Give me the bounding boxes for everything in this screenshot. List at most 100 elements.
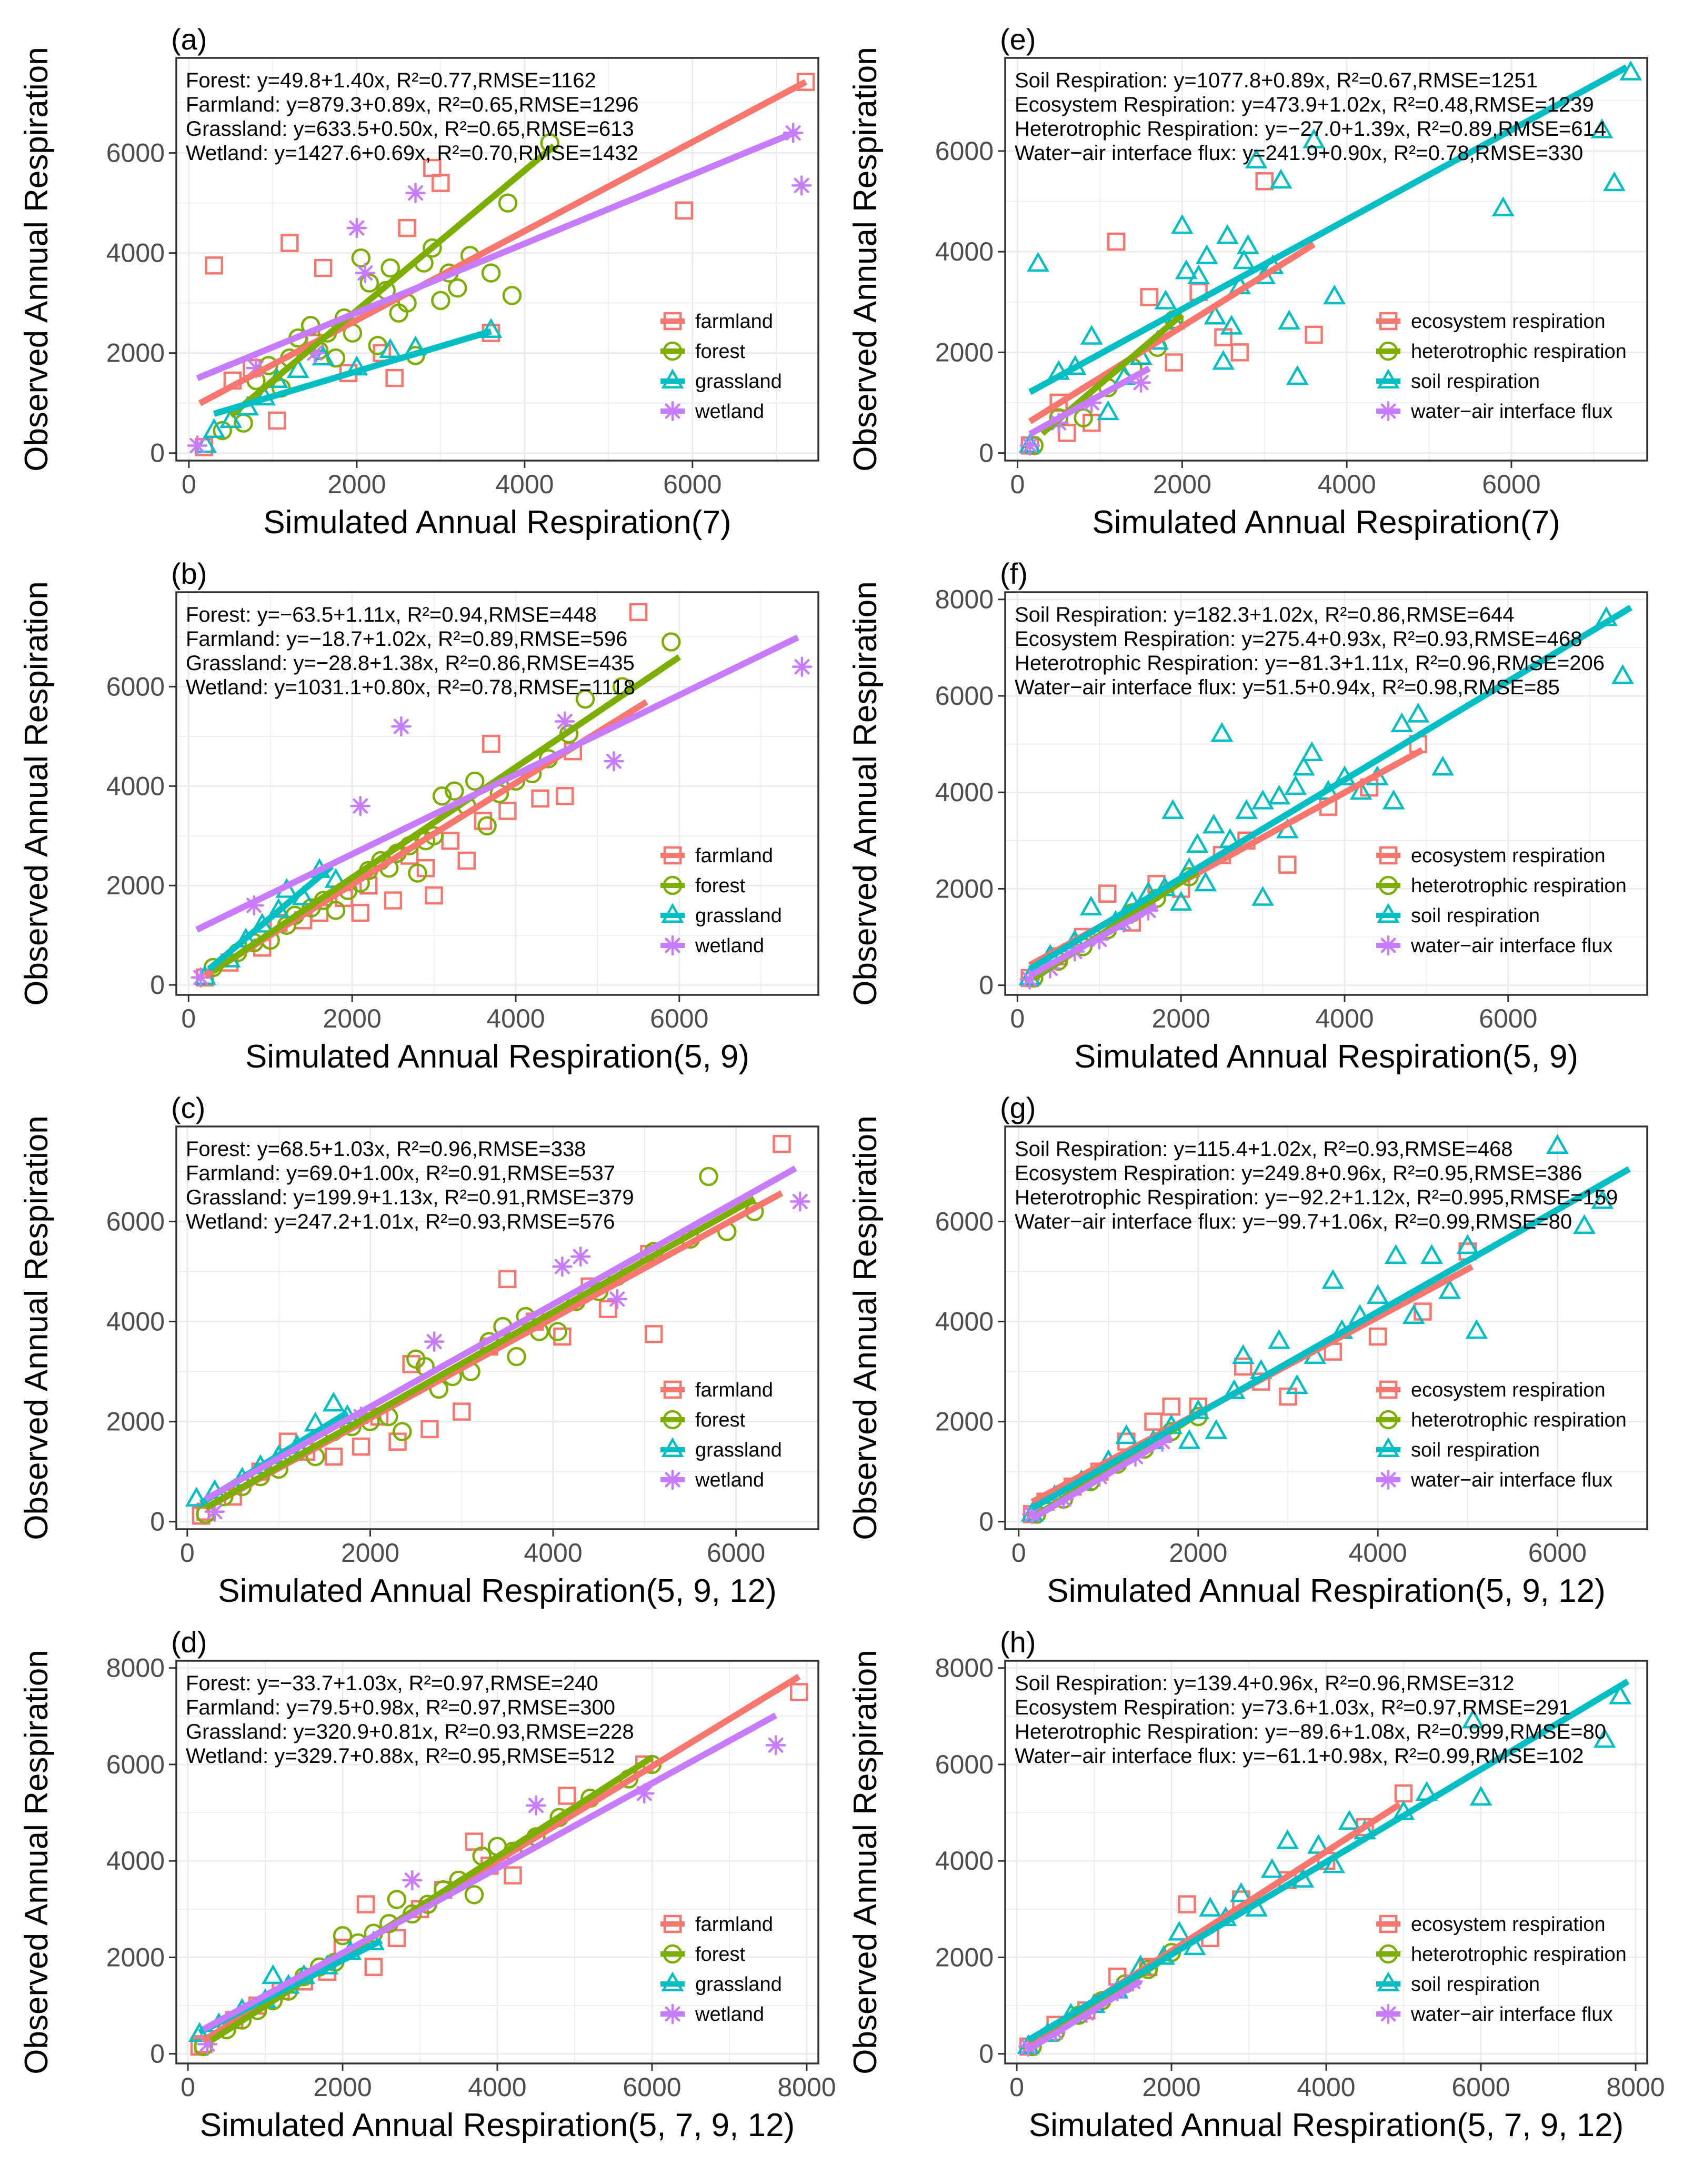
data-point — [387, 1890, 407, 1909]
data-point — [402, 1870, 423, 1891]
data-point — [1573, 1214, 1596, 1234]
data-point — [452, 1402, 471, 1421]
data-point — [1305, 325, 1323, 344]
data-point — [465, 1832, 484, 1851]
data-point — [1420, 1244, 1443, 1264]
equation-text: Ecosystem Respiration: y=473.9+1.02x, R²… — [1015, 93, 1594, 116]
legend-label: water−air interface flux — [1410, 2003, 1612, 2026]
data-point — [1461, 1708, 1485, 1729]
panel-border — [1004, 57, 1648, 462]
legend-item: ecosystem respiration — [1376, 311, 1606, 333]
regression-line — [1028, 903, 1158, 979]
data-point — [432, 174, 450, 192]
data-point — [504, 1866, 522, 1884]
regression-line — [1027, 1678, 1630, 2043]
data-point — [1234, 1357, 1253, 1376]
data-point — [1611, 664, 1634, 684]
legend-item: soil respiration — [1376, 1437, 1540, 1461]
legend-key-marker — [662, 2003, 683, 2025]
data-point — [1245, 148, 1268, 169]
legend-key-marker — [661, 368, 684, 389]
x-tick-label: 0 — [181, 1004, 196, 1033]
y-tick-label: 2000 — [106, 338, 165, 368]
data-point — [1382, 789, 1405, 810]
data-point — [1140, 287, 1158, 306]
data-point — [420, 1420, 439, 1439]
x-tick-label: 0 — [1011, 1538, 1026, 1568]
x-tick-label: 2000 — [327, 470, 386, 499]
data-point — [1286, 1374, 1308, 1394]
x-tick-label: 4000 — [468, 2072, 526, 2102]
legend-key-marker — [1377, 1437, 1400, 1458]
regression-line — [1030, 1433, 1173, 1522]
legend-item: wetland — [660, 1469, 764, 1491]
data-point — [1279, 1387, 1297, 1406]
data-point — [1230, 343, 1249, 362]
y-tick-label: 6000 — [935, 681, 994, 711]
data-point — [1220, 315, 1243, 335]
data-point — [1465, 1319, 1488, 1339]
data-point — [1269, 168, 1293, 189]
data-point — [1080, 325, 1103, 345]
equation-text: Forest: y=49.8+1.40x, R²=0.77,RMSE=1162 — [186, 69, 596, 92]
x-tick-label: 0 — [1009, 2072, 1024, 2102]
data-point — [1323, 1853, 1346, 1873]
legend-key-marker — [663, 1944, 683, 1964]
y-tick-label: 0 — [150, 970, 165, 1000]
legend-label: wetland — [695, 401, 764, 423]
data-point — [346, 217, 367, 238]
y-tick-label: 0 — [150, 438, 165, 468]
data-point — [352, 1437, 370, 1456]
legend-key-marker — [1378, 1410, 1398, 1430]
data-point — [553, 1327, 572, 1346]
legend-label: water−air interface flux — [1410, 935, 1612, 957]
data-point — [1019, 969, 1040, 990]
data-point — [1231, 1344, 1255, 1364]
data-point — [1251, 789, 1274, 810]
regression-line — [211, 654, 682, 974]
equation-text: Heterotrophic Respiration: y=−27.0+1.39x… — [1015, 117, 1606, 141]
legend-item: heterotrophic respiration — [1376, 875, 1627, 897]
equation-text: Forest: y=68.5+1.03x, R²=0.96,RMSE=338 — [186, 1138, 586, 1161]
legend-key-marker — [1378, 341, 1398, 361]
y-tick-label: 2000 — [935, 337, 994, 367]
data-point — [203, 418, 226, 438]
x-tick-label: 4000 — [1297, 2072, 1355, 2102]
legend-item: water−air interface flux — [1376, 2003, 1612, 2026]
data-point — [1216, 224, 1239, 244]
panel-border — [175, 1125, 819, 1530]
data-point — [1390, 712, 1414, 732]
data-point — [498, 802, 517, 820]
regression-line — [1028, 604, 1633, 972]
legend-item: farmland — [660, 845, 773, 867]
legend-label: water−air interface flux — [1410, 401, 1612, 423]
regression-line — [1028, 64, 1628, 395]
equation-text: Grassland: y=199.9+1.13x, R²=0.91,RMSE=3… — [186, 1186, 634, 1209]
legend-key-marker — [1378, 875, 1398, 895]
equation-text: Water−air interface flux: y=51.5+0.94x, … — [1015, 676, 1560, 699]
equation-text: Soil Respiration: y=115.4+1.02x, R²=0.93… — [1015, 1138, 1512, 1161]
legend-key-marker — [1379, 1914, 1398, 1933]
data-point — [1491, 196, 1515, 216]
panel-c: 0 2000 4000 6000 0 2000 4000 6000 Simulated Annu… — [18, 1091, 819, 1609]
legend-key-marker — [1379, 846, 1398, 865]
data-point — [554, 711, 575, 732]
equation-text: Forest: y=−33.7+1.03x, R²=0.97,RMSE=240 — [186, 1672, 598, 1695]
legend-label: soil respiration — [1411, 1439, 1540, 1461]
data-point — [1278, 855, 1297, 874]
y-axis-title: Observed Annual Respiration — [18, 1650, 55, 2074]
data-point — [1178, 1429, 1201, 1449]
data-point — [479, 318, 503, 338]
data-point — [1469, 1786, 1492, 1806]
data-point — [1187, 264, 1210, 284]
x-axis-title: Simulated Annual Respiration(5, 9) — [245, 1039, 749, 1075]
legend-item: farmland — [660, 311, 773, 333]
panel-g: 0 2000 4000 6000 0 2000 4000 6000 Simulated Annu… — [847, 1091, 1648, 1609]
legend-key-marker — [663, 1410, 683, 1430]
data-point — [1199, 1897, 1221, 1917]
panel-border — [1004, 1125, 1648, 1530]
x-tick-label: 2000 — [1142, 2072, 1200, 2102]
data-point — [388, 1432, 407, 1451]
legend-item: ecosystem respiration — [1376, 1379, 1606, 1401]
x-tick-label: 6000 — [663, 470, 722, 499]
